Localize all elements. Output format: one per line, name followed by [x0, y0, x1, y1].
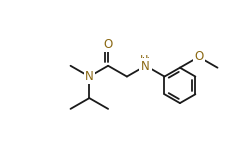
Text: O: O [104, 38, 113, 51]
Text: H: H [142, 57, 150, 67]
Text: H
N: H N [140, 55, 148, 77]
Text: N: N [141, 60, 150, 73]
Text: N: N [85, 70, 94, 83]
Text: O: O [194, 50, 203, 63]
